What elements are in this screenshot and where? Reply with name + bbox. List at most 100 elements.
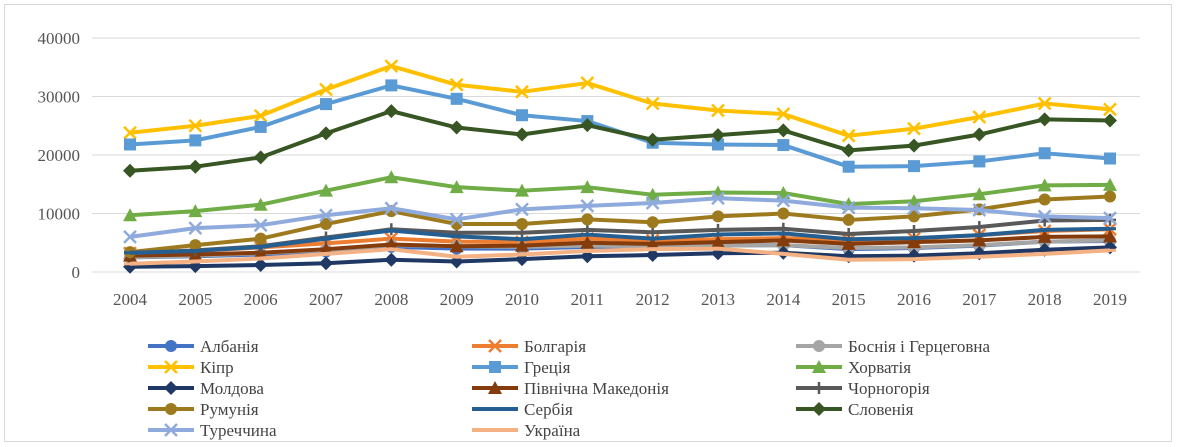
data-point — [384, 59, 399, 73]
data-point — [972, 187, 987, 201]
x-tick-label: 2014 — [766, 290, 801, 309]
legend-swatch-marker — [812, 402, 826, 416]
data-point — [516, 218, 528, 231]
data-point — [319, 183, 333, 197]
data-point — [253, 108, 268, 123]
x-tick-label: 2005 — [178, 290, 212, 309]
x-tick-label: 2012 — [636, 290, 670, 309]
legend-label: Албанія — [200, 337, 259, 356]
data-point — [253, 218, 268, 233]
legend-label: Чорногорія — [848, 379, 930, 398]
data-point — [253, 150, 268, 165]
data-point — [449, 77, 464, 92]
data-point — [384, 170, 399, 184]
data-point — [188, 221, 203, 236]
data-point — [580, 235, 595, 249]
data-point — [123, 163, 137, 178]
x-tick-label: 2008 — [374, 290, 408, 309]
data-point — [777, 139, 790, 152]
legend-swatch-marker — [813, 340, 825, 352]
legend-swatch-marker — [812, 360, 826, 373]
x-tick-label: 2006 — [244, 290, 278, 309]
data-point — [515, 238, 529, 252]
data-point — [515, 183, 529, 197]
legend-swatch-marker — [164, 381, 178, 395]
data-point — [712, 138, 724, 151]
x-tick-label: 2010 — [505, 290, 539, 309]
data-point — [253, 257, 268, 272]
legend-label: Болгарія — [524, 337, 586, 356]
data-point — [972, 203, 987, 217]
data-point — [1104, 190, 1116, 203]
series-line — [129, 234, 1111, 258]
legend-label: Боснія і Герцеговна — [848, 337, 990, 356]
data-point — [1103, 177, 1117, 191]
data-point — [189, 239, 202, 252]
data-point — [449, 120, 464, 135]
data-point — [908, 160, 920, 173]
data-point — [319, 256, 333, 271]
data-point — [1038, 193, 1051, 206]
x-tick-label: 2009 — [440, 290, 474, 309]
series-line — [129, 226, 1111, 255]
data-point — [450, 92, 463, 105]
series-line — [129, 109, 1111, 173]
y-tick-label: 30000 — [38, 88, 81, 107]
data-point — [580, 180, 595, 194]
data-point — [1103, 102, 1117, 117]
data-point — [1037, 112, 1052, 127]
data-point — [841, 236, 856, 250]
y-tick-label: 0 — [72, 263, 81, 282]
legend-swatch-marker — [164, 360, 178, 374]
data-point — [1037, 178, 1052, 192]
legend-swatch-marker — [813, 382, 825, 394]
data-point — [711, 191, 725, 206]
y-tick-label: 10000 — [38, 205, 81, 224]
data-point — [384, 237, 399, 251]
series-line — [129, 194, 1111, 255]
data-point — [972, 233, 987, 247]
data-point — [449, 239, 464, 253]
legend-label: Україна — [524, 421, 581, 440]
data-point — [319, 82, 333, 97]
x-tick-label: 2004 — [113, 290, 148, 309]
data-point — [384, 252, 399, 267]
data-point — [777, 207, 790, 220]
data-point — [254, 232, 267, 245]
data-point — [907, 201, 921, 216]
data-point — [123, 208, 137, 222]
data-point — [1103, 229, 1117, 243]
data-point — [385, 79, 398, 92]
legend-swatch-marker — [488, 339, 502, 353]
data-point — [776, 123, 791, 138]
series-line — [129, 196, 1111, 239]
legend-swatch-marker — [164, 423, 178, 437]
data-point — [188, 159, 203, 174]
series-line — [129, 175, 1111, 218]
data-point — [842, 213, 855, 226]
data-point — [188, 204, 203, 218]
data-point — [645, 96, 660, 111]
x-tick-label: 2016 — [897, 290, 931, 309]
data-point — [581, 213, 594, 226]
data-point — [1103, 211, 1117, 226]
data-point — [1037, 96, 1052, 111]
data-point — [123, 230, 137, 244]
data-point — [645, 196, 660, 210]
data-point — [841, 200, 856, 215]
data-point — [841, 128, 856, 143]
data-point — [711, 103, 725, 118]
x-tick-label: 2007 — [309, 290, 344, 309]
legend-label: Хорватія — [848, 358, 911, 377]
data-point — [907, 235, 921, 249]
series-line — [129, 245, 1111, 269]
data-point — [580, 76, 595, 90]
data-point — [1103, 113, 1117, 128]
data-point — [972, 127, 987, 142]
x-tick-label: 2018 — [1028, 290, 1062, 309]
legend-label: Сербія — [524, 400, 573, 419]
data-point — [907, 121, 921, 136]
legend-label: Молдова — [200, 379, 264, 398]
data-point — [908, 225, 920, 238]
